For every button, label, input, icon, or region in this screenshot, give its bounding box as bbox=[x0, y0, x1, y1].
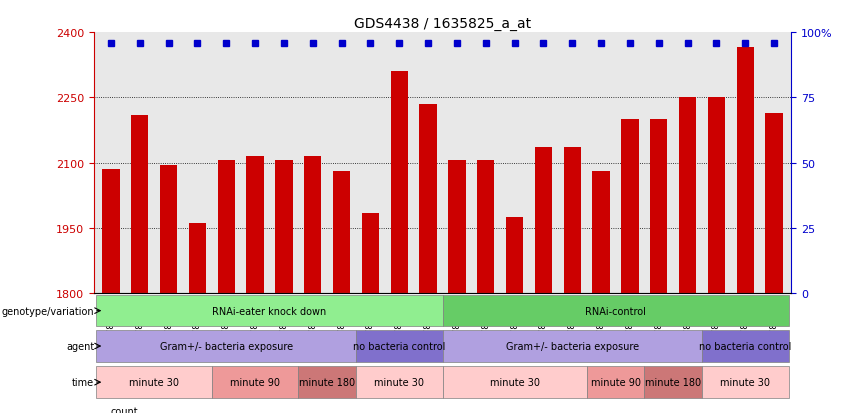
Bar bbox=[534, 148, 552, 293]
Title: GDS4438 / 1635825_a_at: GDS4438 / 1635825_a_at bbox=[354, 17, 531, 31]
Text: minute 90: minute 90 bbox=[230, 377, 280, 387]
Bar bbox=[160, 165, 177, 293]
FancyBboxPatch shape bbox=[96, 366, 212, 398]
Text: Gram+/- bacteria exposure: Gram+/- bacteria exposure bbox=[160, 341, 293, 351]
FancyBboxPatch shape bbox=[644, 366, 702, 398]
FancyBboxPatch shape bbox=[586, 366, 644, 398]
Bar bbox=[448, 161, 465, 293]
FancyBboxPatch shape bbox=[96, 330, 356, 362]
Text: genotype/variation: genotype/variation bbox=[2, 306, 94, 316]
Bar bbox=[102, 170, 119, 293]
Bar bbox=[477, 161, 494, 293]
Bar bbox=[95, 407, 104, 413]
Text: minute 180: minute 180 bbox=[645, 377, 701, 387]
FancyBboxPatch shape bbox=[702, 366, 789, 398]
Bar bbox=[737, 48, 754, 293]
Bar bbox=[420, 104, 437, 293]
Bar bbox=[391, 72, 408, 293]
Bar bbox=[247, 157, 264, 293]
Bar bbox=[131, 116, 148, 293]
FancyBboxPatch shape bbox=[299, 366, 356, 398]
Bar bbox=[304, 157, 322, 293]
Bar bbox=[708, 98, 725, 293]
Bar bbox=[621, 120, 638, 293]
Text: minute 30: minute 30 bbox=[489, 377, 540, 387]
Text: RNAi-control: RNAi-control bbox=[585, 306, 646, 316]
FancyBboxPatch shape bbox=[443, 295, 789, 327]
Text: minute 180: minute 180 bbox=[299, 377, 355, 387]
FancyBboxPatch shape bbox=[443, 330, 702, 362]
Text: minute 30: minute 30 bbox=[374, 377, 425, 387]
FancyBboxPatch shape bbox=[443, 366, 586, 398]
Bar bbox=[563, 148, 581, 293]
Bar bbox=[506, 217, 523, 293]
FancyBboxPatch shape bbox=[356, 330, 443, 362]
FancyBboxPatch shape bbox=[96, 295, 443, 327]
FancyBboxPatch shape bbox=[212, 366, 299, 398]
Text: agent: agent bbox=[66, 341, 94, 351]
Bar bbox=[275, 161, 293, 293]
Text: time: time bbox=[72, 377, 94, 387]
Text: RNAi-eater knock down: RNAi-eater knock down bbox=[213, 306, 327, 316]
Text: minute 30: minute 30 bbox=[129, 377, 180, 387]
Text: count: count bbox=[111, 406, 139, 413]
Text: minute 30: minute 30 bbox=[720, 377, 770, 387]
FancyBboxPatch shape bbox=[356, 366, 443, 398]
Bar bbox=[650, 120, 667, 293]
Bar bbox=[766, 113, 783, 293]
Bar bbox=[189, 224, 206, 293]
Bar bbox=[362, 213, 379, 293]
Text: minute 90: minute 90 bbox=[591, 377, 641, 387]
Bar bbox=[592, 172, 610, 293]
Bar bbox=[218, 161, 235, 293]
Text: Gram+/- bacteria exposure: Gram+/- bacteria exposure bbox=[505, 341, 639, 351]
Text: no bacteria control: no bacteria control bbox=[700, 341, 791, 351]
FancyBboxPatch shape bbox=[702, 330, 789, 362]
Text: no bacteria control: no bacteria control bbox=[353, 341, 445, 351]
Bar bbox=[333, 172, 351, 293]
Bar bbox=[679, 98, 696, 293]
